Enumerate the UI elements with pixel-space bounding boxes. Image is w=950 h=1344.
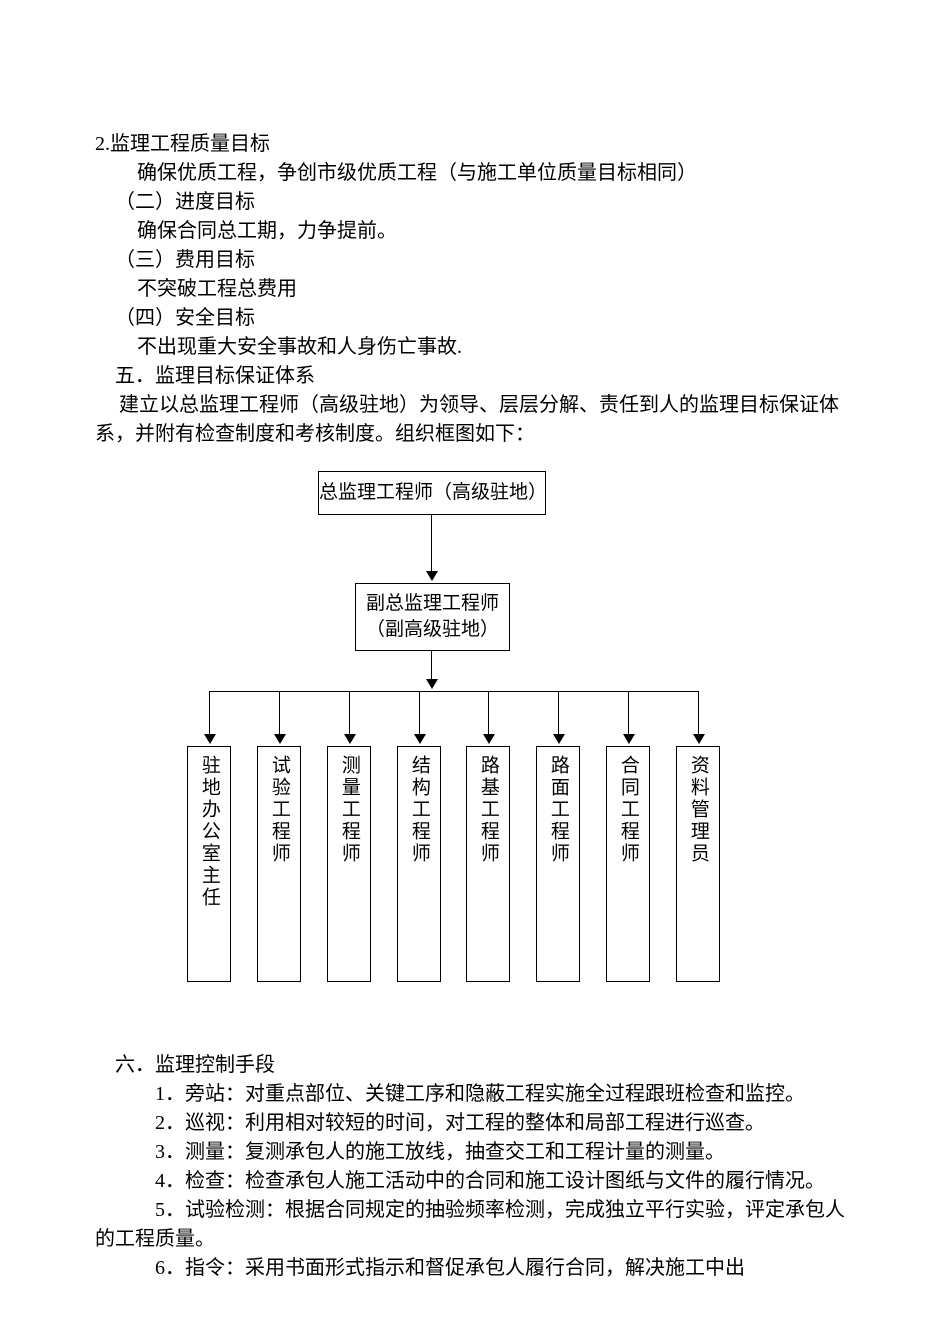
sub-4-line: 不出现重大安全事故和人身伤亡事故. bbox=[95, 333, 855, 362]
method-6: 6．指令：采用书面形式指示和督促承包人履行合同，解决施工中出 bbox=[95, 1254, 855, 1283]
connector-line bbox=[558, 691, 559, 734]
method-3: 3．测量：复测承包人的施工放线，抽查交工和工程计量的测量。 bbox=[95, 1138, 855, 1167]
arrow-down-icon bbox=[693, 734, 705, 744]
chart-mid-line1: 副总监理工程师 bbox=[366, 591, 499, 617]
connector-line bbox=[431, 515, 432, 571]
chart-leaf-label: 资料管理员 bbox=[686, 755, 710, 865]
sub-3-line: 不突破工程总费用 bbox=[95, 275, 855, 304]
arrow-down-icon bbox=[623, 734, 635, 744]
section-5-body: 建立以总监理工程师（高级驻地）为领导、层层分解、责任到人的监理目标保证体系，并附… bbox=[95, 391, 855, 449]
chart-top-node: 总监理工程师（高级驻地） bbox=[318, 471, 546, 515]
chart-leaf-label: 驻地办公室主任 bbox=[197, 755, 221, 909]
section-6: 六．监理控制手段 1．旁站：对重点部位、关键工序和隐蔽工程实施全过程跟班检查和监… bbox=[95, 1051, 855, 1283]
arrow-down-icon bbox=[274, 734, 286, 744]
chart-leaf-node: 测量工程师 bbox=[327, 746, 371, 982]
arrow-down-icon bbox=[204, 734, 216, 744]
sub-3-title: （三）费用目标 bbox=[95, 246, 855, 275]
chart-leaf-label: 试验工程师 bbox=[267, 755, 291, 865]
connector-line bbox=[698, 691, 699, 734]
chart-leaf-node: 路面工程师 bbox=[536, 746, 580, 982]
org-chart: 总监理工程师（高级驻地） 副总监理工程师 （副高级驻地） 驻地办公室主任 试验工程… bbox=[95, 471, 855, 1031]
section-6-heading: 六．监理控制手段 bbox=[95, 1051, 855, 1080]
chart-leaf-node: 驻地办公室主任 bbox=[187, 746, 231, 982]
connector-line bbox=[431, 651, 432, 681]
sub-4-title: （四）安全目标 bbox=[95, 304, 855, 333]
connector-line bbox=[628, 691, 629, 734]
chart-leaf-label: 测量工程师 bbox=[337, 755, 361, 865]
arrow-down-icon bbox=[553, 734, 565, 744]
method-1: 1．旁站：对重点部位、关键工序和隐蔽工程实施全过程跟班检查和监控。 bbox=[95, 1080, 855, 1109]
arrow-down-icon bbox=[414, 734, 426, 744]
connector-bus bbox=[209, 691, 698, 692]
sub-2-line: 确保合同总工期，力争提前。 bbox=[95, 217, 855, 246]
chart-leaf-node: 资料管理员 bbox=[676, 746, 720, 982]
connector-line bbox=[279, 691, 280, 734]
method-2: 2．巡视：利用相对较短的时间，对工程的整体和局部工程进行巡查。 bbox=[95, 1109, 855, 1138]
arrow-down-icon bbox=[426, 679, 438, 689]
chart-mid-line2: （副高级驻地） bbox=[366, 617, 499, 643]
connector-line bbox=[488, 691, 489, 734]
arrow-down-icon bbox=[344, 734, 356, 744]
connector-line bbox=[209, 691, 210, 734]
chart-leaf-label: 合同工程师 bbox=[616, 755, 640, 865]
chart-leaf-label: 路面工程师 bbox=[546, 755, 570, 865]
sub-2-title: （二）进度目标 bbox=[95, 188, 855, 217]
section-2-line: 确保优质工程，争创市级优质工程（与施工单位质量目标相同） bbox=[95, 159, 855, 188]
chart-leaf-node: 试验工程师 bbox=[257, 746, 301, 982]
arrow-down-icon bbox=[483, 734, 495, 744]
method-1-text: 1．旁站：对重点部位、关键工序和隐蔽工程实施全过程跟班检查和监控。 bbox=[155, 1083, 805, 1105]
chart-leaf-node: 结构工程师 bbox=[397, 746, 441, 982]
section-5-heading: 五．监理目标保证体系 bbox=[95, 362, 855, 391]
chart-mid-node: 副总监理工程师 （副高级驻地） bbox=[355, 583, 510, 651]
method-4: 4．检查：检查承包人施工活动中的合同和施工设计图纸与文件的履行情况。 bbox=[95, 1167, 855, 1196]
method-5: 5．试验检测：根据合同规定的抽验频率检测，完成独立平行实验，评定承包人的工程质量… bbox=[95, 1196, 855, 1254]
section-2-heading: 2.监理工程质量目标 bbox=[95, 130, 855, 159]
connector-line bbox=[419, 691, 420, 734]
document-page: 2.监理工程质量目标 确保优质工程，争创市级优质工程（与施工单位质量目标相同） … bbox=[0, 0, 950, 1323]
chart-leaf-label: 结构工程师 bbox=[407, 755, 431, 865]
chart-leaf-node: 合同工程师 bbox=[606, 746, 650, 982]
chart-leaf-label: 路基工程师 bbox=[476, 755, 500, 865]
arrow-down-icon bbox=[426, 571, 438, 581]
connector-line bbox=[349, 691, 350, 734]
chart-leaf-node: 路基工程师 bbox=[466, 746, 510, 982]
